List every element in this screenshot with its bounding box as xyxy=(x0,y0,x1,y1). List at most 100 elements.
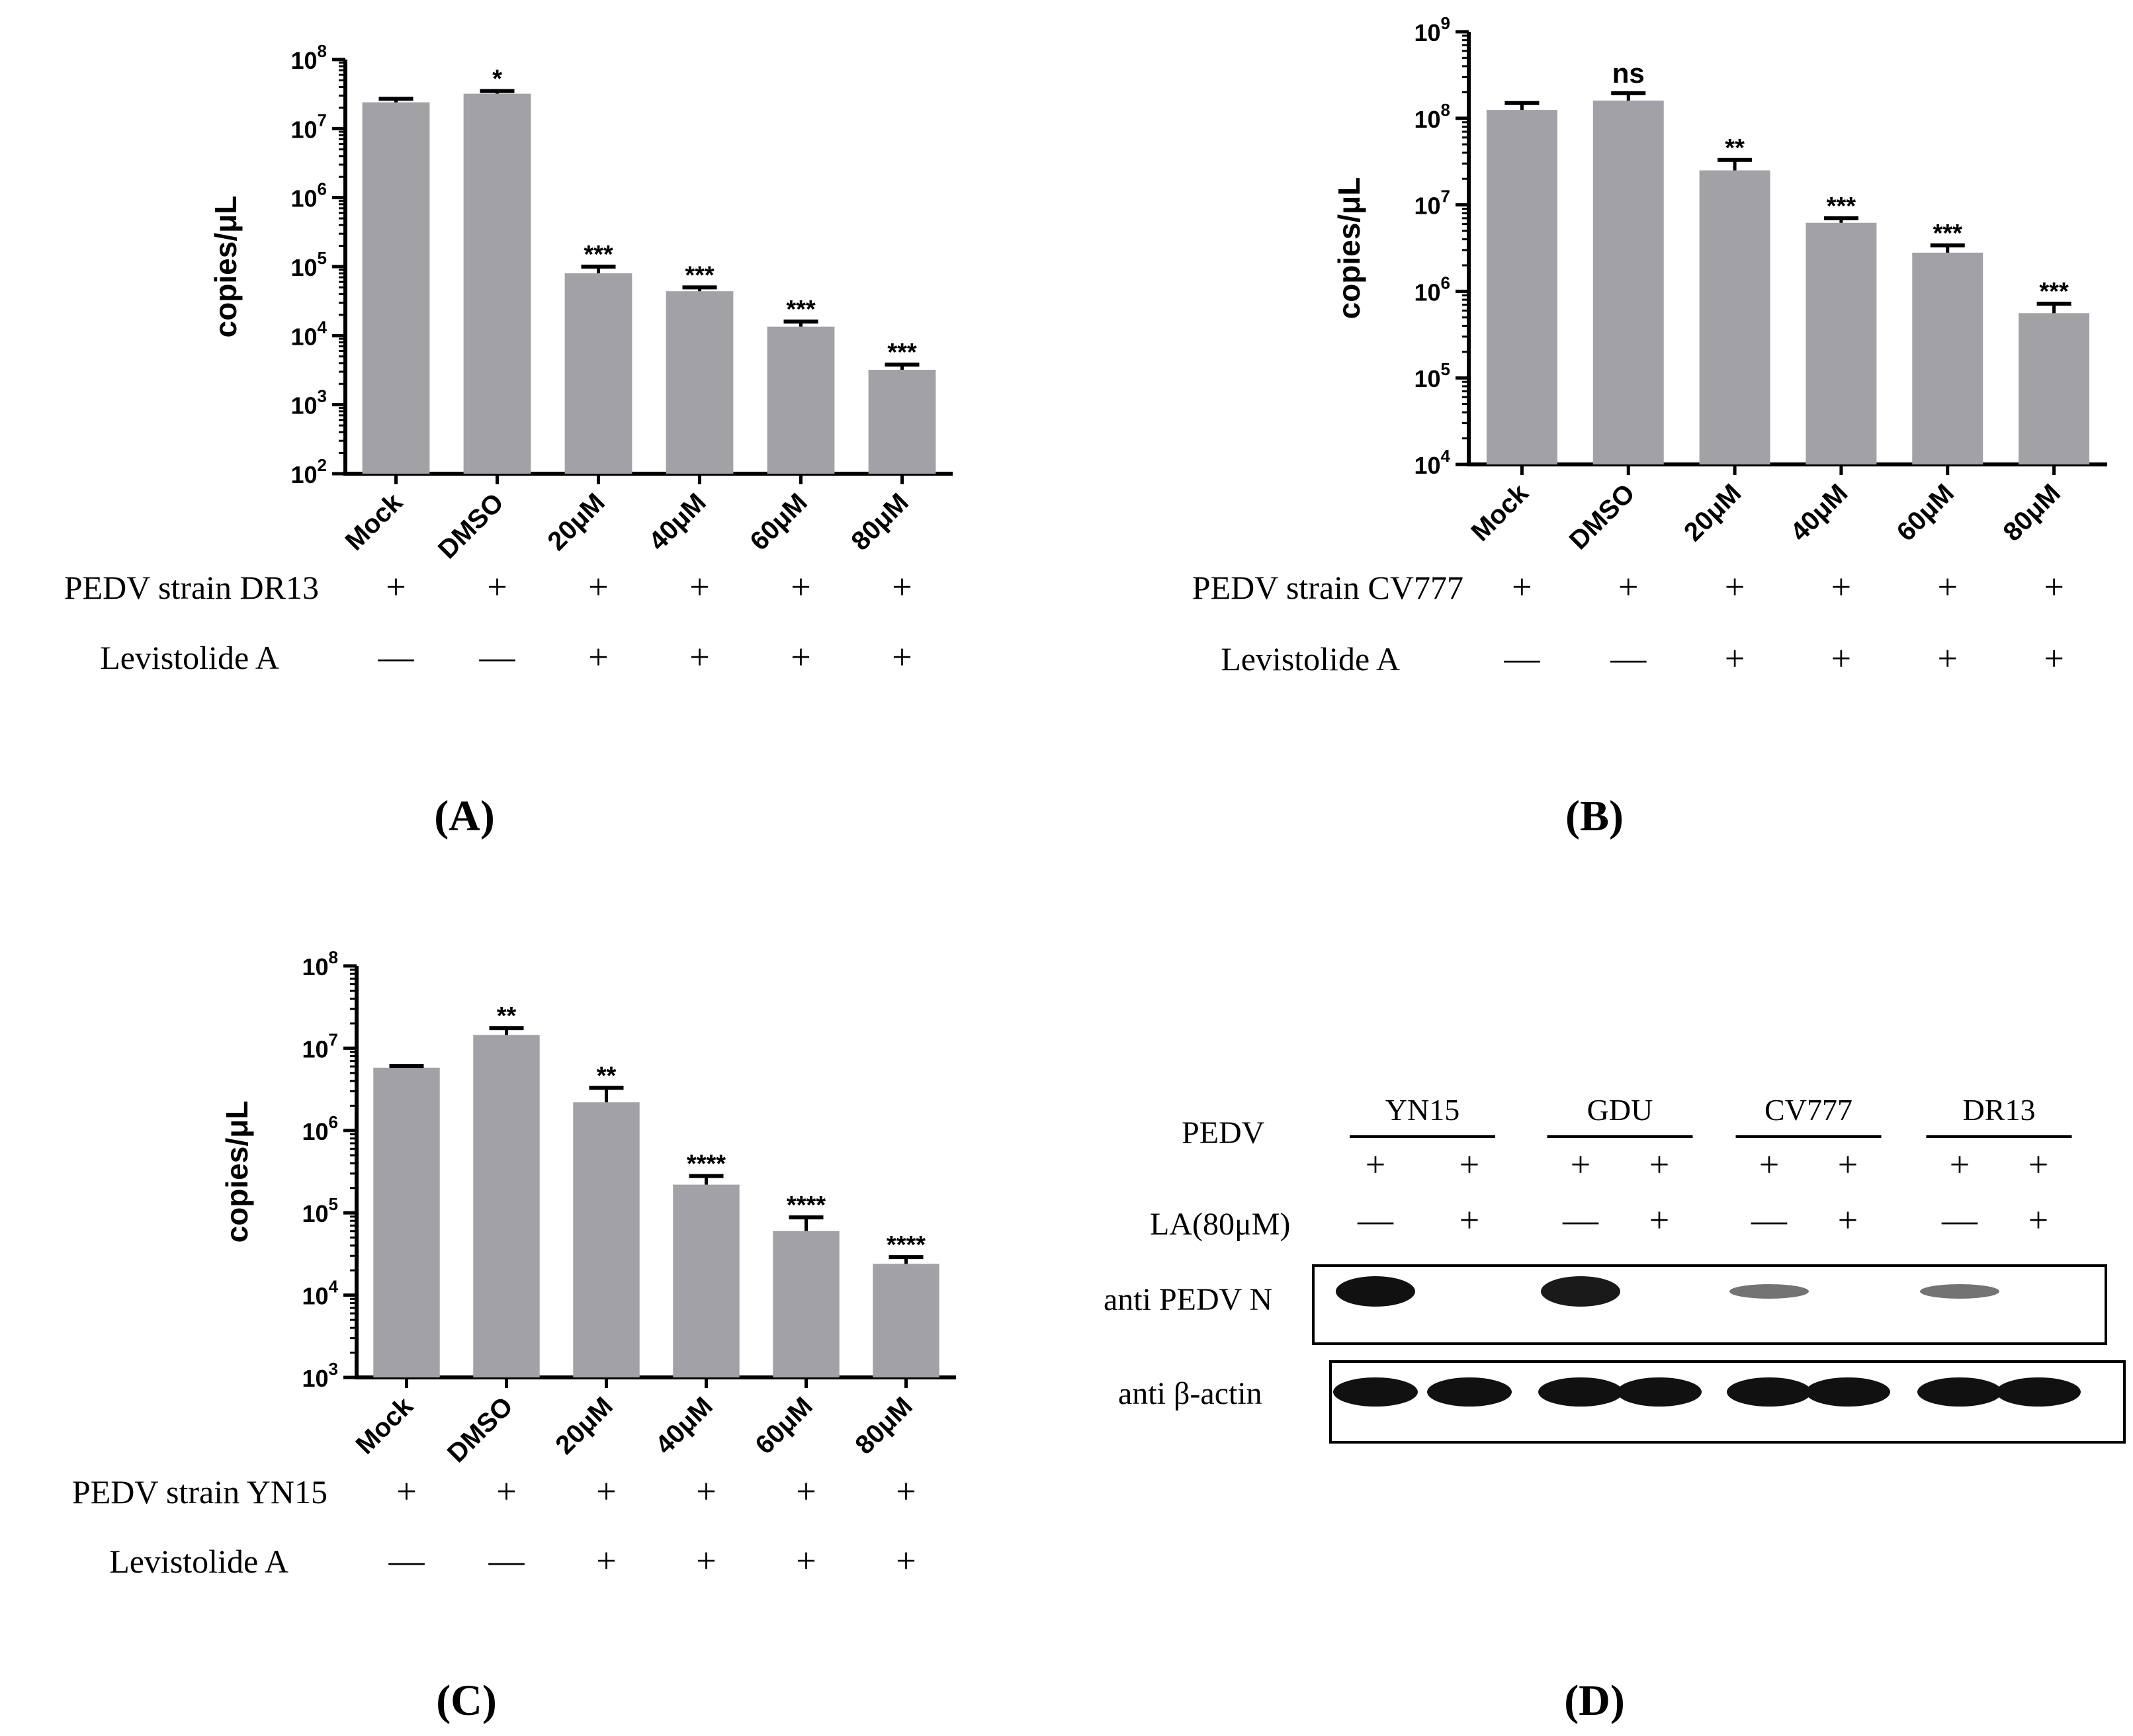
x-tick-label: DMSO xyxy=(1564,478,1641,555)
actin-band xyxy=(1617,1377,1702,1407)
charts-layer: 102 103 104 105 106 107 108 copies/μL Mock * DMSO *… xyxy=(64,13,2107,1725)
condition-mark: + xyxy=(696,1541,716,1581)
x-tick-label: 20μM xyxy=(550,1391,618,1459)
pedv-mark: + xyxy=(1571,1145,1590,1184)
y-tick-label: 106 xyxy=(302,1112,338,1145)
bar-c-5 xyxy=(873,1264,939,1377)
condition-mark: + xyxy=(896,1541,916,1581)
x-tick-label: 20μM xyxy=(1678,478,1747,546)
significance-label: *** xyxy=(685,261,715,289)
bar-a-3 xyxy=(666,291,734,474)
condition-row-label: Levistolide A xyxy=(109,1543,288,1580)
condition-mark: + xyxy=(791,637,810,677)
significance-label: *** xyxy=(584,241,613,269)
significance-label: ** xyxy=(1725,134,1745,162)
y-tick-label: 104 xyxy=(302,1277,338,1310)
condition-mark: — xyxy=(488,1541,525,1581)
bar-a-4 xyxy=(767,326,835,474)
la-mark: + xyxy=(1459,1200,1479,1240)
significance-label: ** xyxy=(597,1062,617,1090)
condition-mark: + xyxy=(1618,567,1638,607)
condition-mark: + xyxy=(396,1471,416,1511)
la-mark: + xyxy=(1838,1200,1858,1240)
condition-mark: + xyxy=(796,1471,816,1511)
pedv-mark: + xyxy=(1366,1145,1385,1184)
condition-mark: + xyxy=(892,637,912,677)
y-tick-label: 109 xyxy=(1414,13,1450,46)
condition-mark: + xyxy=(1725,638,1745,678)
bar-b-3 xyxy=(1806,222,1877,464)
condition-mark: + xyxy=(588,637,608,677)
significance-label: *** xyxy=(786,296,816,324)
y-tick-label: 107 xyxy=(290,110,327,143)
pedv-row-label: PEDV xyxy=(1182,1115,1265,1150)
chart-panel-c: 103 104 105 106 107 108 copies/μL Mock ** DMSO ** 2… xyxy=(72,947,956,1725)
strain-header: CV777 xyxy=(1764,1093,1852,1127)
condition-mark: + xyxy=(791,567,810,607)
panel-label-a: (A) xyxy=(434,792,495,840)
condition-mark: + xyxy=(1725,567,1745,607)
y-tick-label: 107 xyxy=(302,1029,338,1063)
x-tick-label: 40μM xyxy=(650,1391,718,1459)
pedv-n-blot xyxy=(1312,1264,2107,1345)
bar-a-2 xyxy=(564,273,632,474)
y-tick-label: 102 xyxy=(290,455,327,488)
la-mark: — xyxy=(1751,1200,1788,1240)
condition-mark: + xyxy=(1938,567,1958,607)
condition-mark: + xyxy=(496,1471,516,1511)
strain-header: GDU xyxy=(1587,1093,1653,1127)
bar-b-1 xyxy=(1592,101,1664,465)
pedv-n-band xyxy=(1920,1284,1999,1299)
condition-mark: — xyxy=(378,637,415,677)
pedv-n-band xyxy=(1729,1284,1809,1299)
bar-c-3 xyxy=(673,1184,740,1377)
blot-content: YN15 GDU CV777 DR13 + + + + + + + + — + — + — + — + xyxy=(1312,1093,2126,1444)
y-tick-label: 105 xyxy=(302,1194,338,1227)
pedv-mark: + xyxy=(1459,1145,1479,1184)
bar-c-1 xyxy=(473,1035,540,1377)
significance-label: *** xyxy=(1827,193,1856,220)
x-tick-label: 80μM xyxy=(846,488,914,556)
pedv-mark: + xyxy=(1759,1145,1779,1184)
pedv-mark: + xyxy=(1838,1145,1858,1184)
condition-row-label: PEDV strain DR13 xyxy=(64,569,319,606)
condition-row-label: PEDV strain YN15 xyxy=(72,1473,327,1510)
y-tick-label: 108 xyxy=(1414,100,1450,133)
x-tick-label: Mock xyxy=(350,1391,419,1460)
strain-header: YN15 xyxy=(1385,1093,1459,1127)
la-mark: + xyxy=(1649,1200,1669,1240)
x-tick-label: 20μM xyxy=(542,488,610,556)
condition-mark: + xyxy=(386,567,406,607)
bar-a-1 xyxy=(463,93,531,474)
pedv-mark: + xyxy=(1950,1145,1970,1184)
anti-pedv-n-label: anti PEDV N xyxy=(1104,1282,1272,1317)
x-tick-label: Mock xyxy=(1465,478,1534,547)
condition-mark: + xyxy=(1512,567,1532,607)
bar-b-2 xyxy=(1699,170,1770,464)
y-tick-label: 105 xyxy=(290,248,327,281)
significance-label: **** xyxy=(687,1150,726,1178)
anti-beta-actin-label: anti β-actin xyxy=(1118,1376,1262,1411)
significance-label: **** xyxy=(787,1192,826,1219)
y-tick-label: 108 xyxy=(302,947,338,980)
la-mark: — xyxy=(1357,1200,1394,1240)
condition-mark: — xyxy=(1610,638,1647,678)
condition-mark: + xyxy=(596,1541,616,1581)
western-blot-panel: PEDV LA(80μM) anti PEDV N anti β-actin Y… xyxy=(1104,1093,2126,1725)
actin-band xyxy=(1333,1377,1418,1407)
significance-label: ** xyxy=(497,1002,517,1030)
x-tick-label: DMSO xyxy=(442,1391,519,1468)
y-axis-label: copies/μL xyxy=(220,1101,254,1243)
bar-b-0 xyxy=(1486,110,1557,465)
y-tick-label: 107 xyxy=(1414,187,1450,220)
condition-mark: — xyxy=(1503,638,1540,678)
x-tick-label: 60μM xyxy=(744,488,812,556)
significance-label: *** xyxy=(887,339,917,367)
condition-row-label: Levistolide A xyxy=(100,639,279,676)
condition-mark: + xyxy=(689,637,709,677)
condition-mark: — xyxy=(479,637,516,677)
condition-mark: — xyxy=(388,1541,425,1581)
y-tick-label: 108 xyxy=(290,41,327,74)
bar-b-5 xyxy=(2019,313,2090,464)
condition-mark: + xyxy=(696,1471,716,1511)
